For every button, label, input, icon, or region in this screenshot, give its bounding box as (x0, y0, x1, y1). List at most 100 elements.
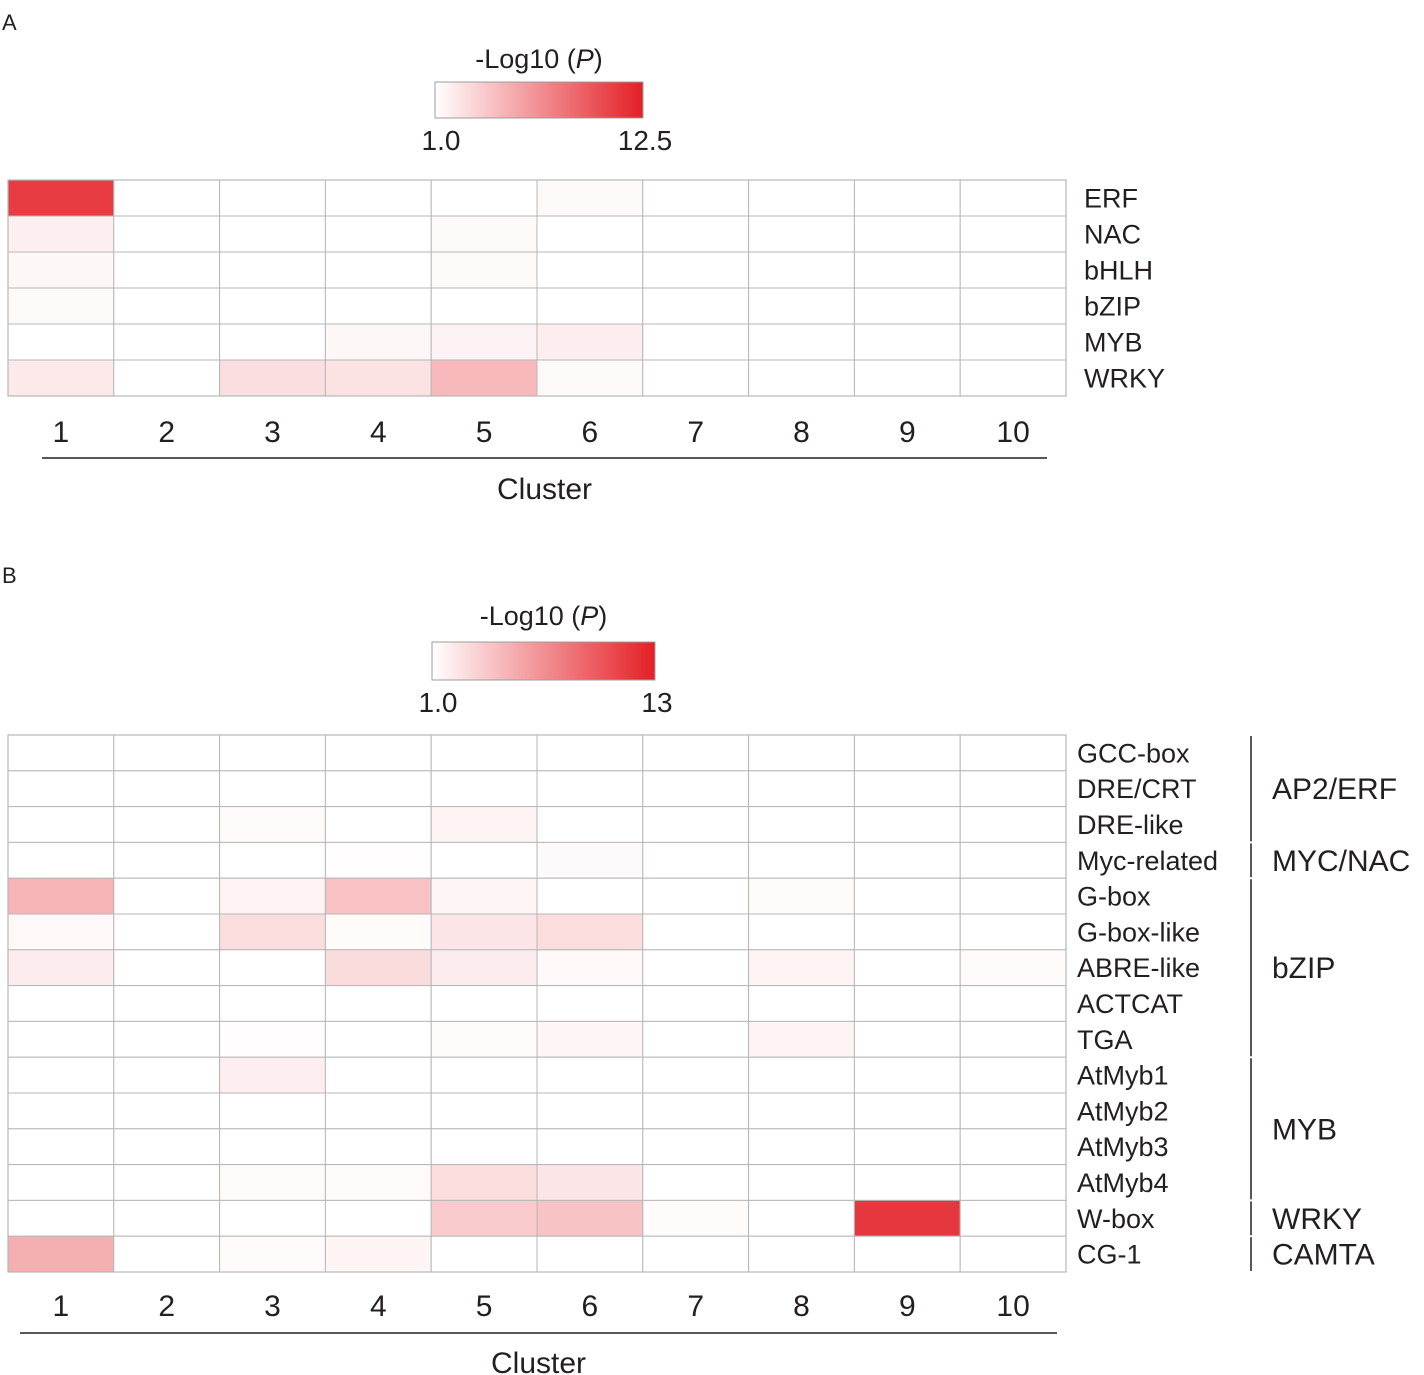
panel-b-cell-gcc-box-c3 (219, 734, 326, 772)
panel-b-cell-w-box-c9 (853, 1199, 961, 1237)
panel-b-cell-w-box-c5 (430, 1199, 538, 1237)
panel-b-row-label: DRE-like (1077, 810, 1184, 840)
panel-b-row-label: AtMyb3 (1077, 1132, 1169, 1162)
panel-b-cell-dre-like-c10 (959, 806, 1067, 843)
panel-b-cell-abre-like-c1 (7, 949, 115, 987)
panel-a-cell-nac-c4 (324, 215, 432, 253)
panel-b-cell-cg-1-c1 (7, 1235, 115, 1273)
panel-b-xlabel: Cluster (491, 1347, 586, 1375)
panel-a-cell-bzip-c2 (113, 287, 221, 325)
panel-a-cell-erf-c8 (748, 179, 855, 217)
panel-b-cell-actcat-c6 (536, 985, 644, 1022)
panel-a-cell-bzip-c9 (853, 287, 961, 325)
panel-b-cell-g-box-c2 (113, 877, 221, 915)
panel-a-cell-erf-c6 (536, 179, 644, 217)
panel-a-cell-erf-c3 (219, 179, 326, 217)
panel-b-cell-abre-like-c10 (959, 949, 1067, 987)
panel-a-col-label: 2 (158, 416, 175, 449)
panel-a-cell-erf-c7 (642, 179, 750, 217)
panel-b-cell-myc-related-c2 (113, 841, 221, 879)
panel-a-cell-nac-c10 (959, 215, 1067, 253)
panel-b-cell-cg-1-c7 (642, 1235, 750, 1273)
panel-b-cell-abre-like-c4 (324, 949, 432, 987)
panel-b-cell-tga-c5 (430, 1020, 538, 1058)
panel-a-cell-bhlh-c4 (324, 251, 432, 289)
panel-b-cell-g-box-like-c7 (642, 913, 750, 951)
panel-b-cell-atmyb3-c6 (536, 1128, 644, 1166)
panel-b-cell-gcc-box-c10 (959, 734, 1067, 772)
panel-a-col-label: 6 (582, 416, 599, 449)
panel-b-cell-atmyb2-c1 (7, 1092, 115, 1130)
panel-b-cell-atmyb2-c7 (642, 1092, 750, 1130)
panel-b-cell-atmyb3-c3 (219, 1128, 326, 1166)
panel-a-row-label: bHLH (1084, 256, 1153, 286)
panel-b-cell-g-box-c7 (642, 877, 750, 915)
panel-b-cell-atmyb1-c6 (536, 1056, 644, 1094)
panel-a-cell-bzip-c3 (219, 287, 326, 325)
panel-b-col-label: 5 (476, 1290, 493, 1323)
panel-a-cell-wrky-c1 (7, 359, 115, 397)
panel-b-cell-abre-like-c5 (430, 949, 538, 987)
panel-b-cell-dre-like-c5 (430, 806, 538, 843)
panel-b-cell-atmyb2-c9 (853, 1092, 961, 1130)
panel-a-cell-nac-c1 (7, 215, 115, 253)
panel-b-cell-atmyb4-c7 (642, 1164, 750, 1201)
panel-b-cell-atmyb1-c8 (748, 1056, 855, 1094)
panel-b-cell-dre-like-c1 (7, 806, 115, 843)
panel-b-cell-dre-crt-c8 (748, 770, 855, 808)
panel-b-cell-g-box-like-c1 (7, 913, 115, 951)
panel-b-group-label: WRKY (1272, 1203, 1362, 1236)
panel-a-cell-nac-c9 (853, 215, 961, 253)
panel-a-cell-wrky-c10 (959, 359, 1067, 397)
panel-b-cell-gcc-box-c8 (748, 734, 855, 772)
panel-b-cell-dre-like-c3 (219, 806, 326, 843)
panel-b-cell-g-box-c5 (430, 877, 538, 915)
panel-a-label: A (2, 10, 17, 35)
panel-b-cell-atmyb2-c5 (430, 1092, 538, 1130)
panel-b-row-label: G-box-like (1077, 917, 1200, 947)
panel-b-cell-gcc-box-c4 (324, 734, 432, 772)
panel-b-cell-cg-1-c6 (536, 1235, 644, 1273)
panel-b-cell-w-box-c6 (536, 1199, 644, 1237)
panel-a-row-label: NAC (1084, 220, 1141, 250)
panel-a-col-label: 10 (996, 416, 1029, 449)
panel-b-cell-cg-1-c9 (853, 1235, 961, 1273)
panel-b-col-label: 7 (687, 1290, 704, 1323)
panel-b-cell-actcat-c1 (7, 985, 115, 1022)
panel-b-cell-dre-crt-c2 (113, 770, 221, 808)
panel-a-cell-wrky-c3 (219, 359, 326, 397)
panel-b-cell-gcc-box-c5 (430, 734, 538, 772)
panel-b-cell-abre-like-c6 (536, 949, 644, 987)
panel-b-cell-atmyb2-c3 (219, 1092, 326, 1130)
panel-b-group-label: CAMTA (1272, 1239, 1375, 1272)
panel-a-grid-frame (7, 179, 1067, 397)
panel-b-cell-tga-c1 (7, 1020, 115, 1058)
panel-b-cell-w-box-c4 (324, 1199, 432, 1237)
panel-a-cell-bhlh-c2 (113, 251, 221, 289)
panel-a-cell-erf-c4 (324, 179, 432, 217)
panel-b-cell-g-box-like-c9 (853, 913, 961, 951)
panel-b-cell-dre-crt-c1 (7, 770, 115, 808)
panel-a-col-label: 1 (53, 416, 70, 449)
panel-a-col-label: 4 (370, 416, 387, 449)
panel-b-cell-dre-like-c6 (536, 806, 644, 843)
panel-a-cell-erf-c9 (853, 179, 961, 217)
panel-a-col-label: 3 (264, 416, 281, 449)
panel-b-cell-atmyb3-c9 (853, 1128, 961, 1166)
panel-b-cell-atmyb2-c10 (959, 1092, 1067, 1130)
panel-b-cell-abre-like-c7 (642, 949, 750, 987)
panel-b-cell-w-box-c2 (113, 1199, 221, 1237)
panel-b-legend-min-label: 1.0 (419, 687, 458, 718)
panel-a-col-label: 7 (687, 416, 704, 449)
panel-b-col-label: 1 (53, 1290, 70, 1323)
panel-b-cell-g-box-like-c10 (959, 913, 1067, 951)
panel-b-legend-title: -Log10 (P) (480, 601, 608, 631)
panel-b-cell-tga-c6 (536, 1020, 644, 1058)
panel-b-cell-actcat-c7 (642, 985, 750, 1022)
panel-b-cell-tga-c3 (219, 1020, 326, 1058)
panel-b-cell-actcat-c8 (748, 985, 855, 1022)
panel-b-cell-g-box-like-c4 (324, 913, 432, 951)
panel-a-cell-wrky-c7 (642, 359, 750, 397)
panel-b-group-label: MYC/NAC (1272, 845, 1410, 878)
panel-a-cell-nac-c7 (642, 215, 750, 253)
